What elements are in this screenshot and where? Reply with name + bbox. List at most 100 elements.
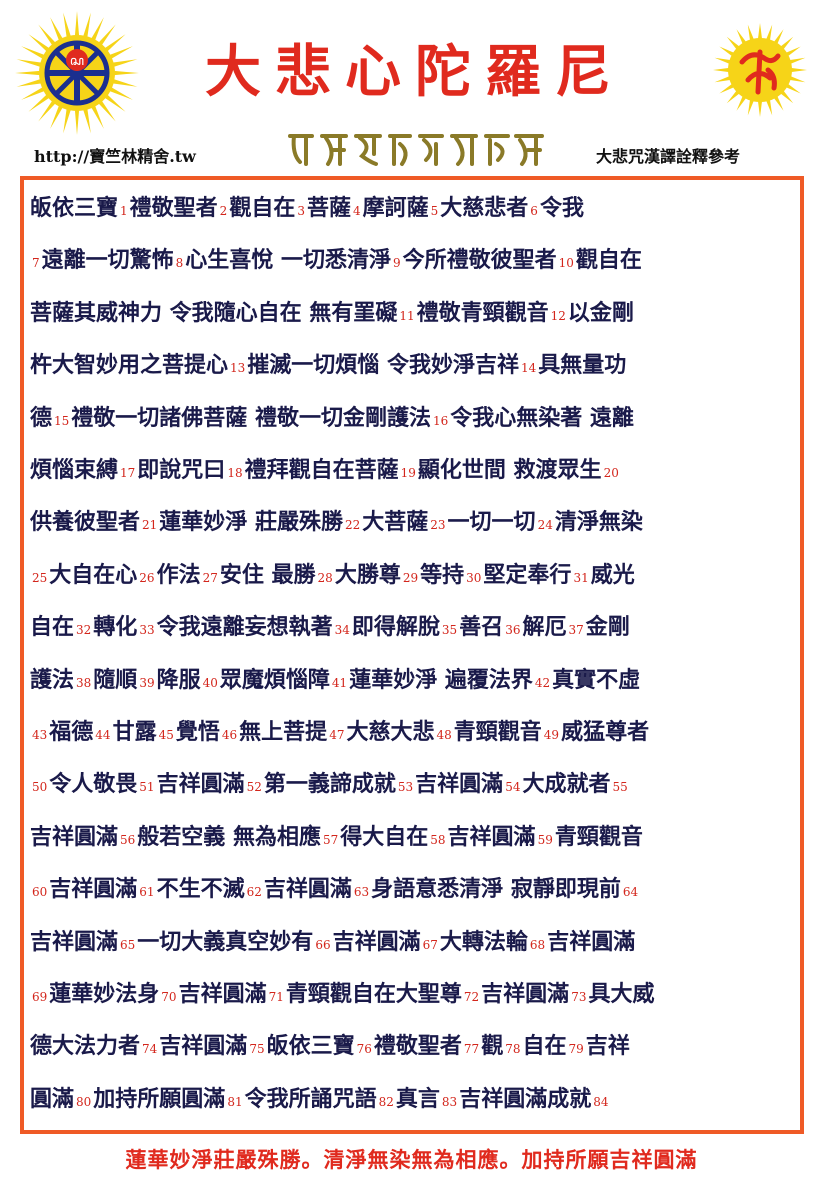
mantra-line: 皈依三寶 1禮敬聖者 2觀自在 3菩薩 4摩訶薩 5大慈悲者 6令我: [30, 182, 800, 234]
verse-text: 觀自在: [575, 247, 642, 274]
verse-number: 22: [344, 518, 361, 533]
verse-text: 令人敬畏: [49, 771, 138, 798]
verse-text: 禮敬聖者: [129, 195, 218, 221]
verse-text: 遠離一切驚怖: [41, 247, 174, 274]
verse-number: 24: [537, 518, 553, 533]
verse-text: 德大法力者: [30, 1033, 141, 1060]
verse-text: 觀: [481, 1033, 504, 1060]
verse-text: 菩薩其威神力 令我隨心自在 無有罣礙: [30, 299, 398, 326]
verse-number: 21: [142, 518, 158, 533]
verse-text: 青頸觀自在大聖尊: [285, 981, 462, 1007]
verse-text: 威光: [590, 561, 635, 588]
verse-number: 12: [550, 308, 566, 323]
verse-text: 供養彼聖者: [30, 509, 141, 536]
verse-text: 令我心無染著 遠離: [450, 404, 634, 431]
verse-text: 大勝尊: [334, 561, 401, 588]
verse-text: 第一義諦成就: [263, 771, 396, 798]
verse-text: 轉化: [93, 614, 138, 641]
verse-text: 隨順: [93, 666, 138, 693]
verse-text: 安住 最勝: [219, 561, 316, 588]
verse-number: 13: [230, 361, 246, 376]
dharma-wheel-sun-logo-icon: ꦱ: [12, 8, 142, 138]
verse-text: 大轉法輪: [439, 928, 528, 955]
website-url: http://寶竺林精舍.tw: [34, 147, 196, 166]
verse-number: 47: [329, 728, 345, 742]
verse-number: 7: [32, 256, 40, 271]
verse-number: 45: [158, 728, 174, 742]
verse-text: 以金剛: [567, 299, 634, 326]
verse-number: 28: [317, 570, 333, 585]
verse-text: 般若空義 無為相應: [137, 823, 321, 850]
verse-number: 63: [353, 885, 370, 900]
verse-number: 69: [32, 990, 48, 1004]
verse-number: 66: [315, 937, 331, 952]
verse-text: 甘露: [112, 719, 157, 745]
verse-number: 68: [529, 937, 546, 952]
verse-text: 金剛: [585, 614, 630, 641]
verse-number: 5: [430, 204, 439, 218]
verse-number: 25: [32, 570, 48, 585]
verse-number: 27: [202, 570, 218, 585]
mantra-line: 菩薩其威神力 令我隨心自在 無有罣礙 11禮敬青頸觀音 12以金剛: [30, 287, 800, 339]
verse-text: 一切一切: [447, 509, 536, 536]
verse-text: 得大自在: [340, 823, 429, 850]
verse-text: 威猛尊者: [561, 719, 650, 745]
verse-text: 禮拜觀自在菩薩: [244, 457, 399, 483]
verse-number: 77: [463, 1042, 480, 1057]
verse-text: 解厄: [522, 614, 567, 641]
mantra-line: 煩惱束縛 17即說咒曰 18禮拜觀自在菩薩 19顯化世間 救渡眾生 20: [30, 444, 800, 496]
verse-number: 70: [161, 990, 177, 1004]
verse-number: 58: [430, 832, 446, 847]
verse-number: 4: [352, 204, 361, 218]
verse-text: 今所禮敬彼聖者: [402, 247, 557, 274]
mantra-line: 43福德 44甘露 45覺悟 46無上菩提 47大慈大悲 48青頸觀音 49威猛尊者: [30, 706, 800, 758]
verse-number: 36: [505, 623, 521, 638]
verse-text: 大成就者: [522, 771, 611, 798]
verse-text: 皈依三寶: [266, 1033, 355, 1060]
verse-text: 堅定奉行: [483, 561, 572, 588]
verse-number: 15: [54, 413, 70, 428]
verse-text: 德: [30, 404, 53, 431]
verse-number: 82: [378, 1094, 394, 1109]
verse-text: 吉祥圓滿: [547, 928, 636, 955]
verse-text: 即得解脫: [351, 614, 440, 641]
verse-text: 吉祥圓滿: [415, 771, 504, 798]
verse-number: 10: [558, 256, 574, 271]
verse-text: 具無量功: [538, 352, 627, 379]
verse-number: 26: [139, 570, 155, 585]
verse-number: 72: [463, 990, 480, 1004]
verse-text: 吉祥圓滿: [30, 823, 119, 850]
verse-number: 76: [356, 1042, 372, 1057]
mantra-line: 德 15禮敬一切諸佛菩薩 禮敬一切金剛護法 16令我心無染著 遠離: [30, 392, 800, 444]
verse-text: 令我遠離妄想執著: [156, 614, 333, 641]
verse-text: 護法: [30, 666, 75, 693]
verse-text: 吉祥圓滿: [156, 771, 245, 798]
verse-text: 無上菩提: [239, 719, 328, 745]
verse-number: 52: [246, 780, 262, 795]
verse-text: 吉祥圓滿: [481, 981, 570, 1007]
mantra-line: 50令人敬畏 51吉祥圓滿 52第一義諦成就 53吉祥圓滿 54大成就者 55: [30, 758, 800, 810]
verse-text: 即說咒曰: [137, 457, 226, 483]
verse-number: 33: [139, 623, 155, 638]
verse-text: 不生不滅: [156, 876, 245, 903]
mantra-line: 圓滿 80加持所願圓滿 81令我所誦咒語 82真言 83吉祥圓滿成就 84: [30, 1073, 800, 1125]
mantra-line: 吉祥圓滿 65一切大義真空妙有 66吉祥圓滿 67大轉法輪 68吉祥圓滿: [30, 916, 800, 968]
verse-text: 一切大義真空妙有: [137, 928, 314, 955]
verse-text: 作法: [156, 561, 201, 588]
verse-number: 41: [331, 675, 348, 690]
verse-text: 禮敬青頸觀音: [416, 299, 549, 326]
verse-text: 吉祥圓滿: [49, 876, 138, 903]
verse-number: 39: [139, 675, 155, 690]
verse-text: 煩惱束縛: [30, 457, 119, 483]
verse-number: 11: [399, 308, 415, 323]
mantra-line: 69蓮華妙法身 70吉祥圓滿 71青頸觀自在大聖尊 72吉祥圓滿 73具大威: [30, 968, 800, 1020]
verse-text: 顯化世間 救渡眾生: [417, 457, 602, 483]
verse-number: 56: [120, 832, 136, 847]
verse-number: 54: [505, 780, 521, 795]
verse-text: 具大威: [588, 981, 655, 1007]
verse-number: 65: [120, 937, 136, 952]
verse-text: 降服: [156, 666, 201, 693]
verse-number: 6: [530, 204, 538, 218]
verse-text: 圓滿: [30, 1085, 75, 1112]
verse-text: 吉祥圓滿: [332, 928, 421, 955]
